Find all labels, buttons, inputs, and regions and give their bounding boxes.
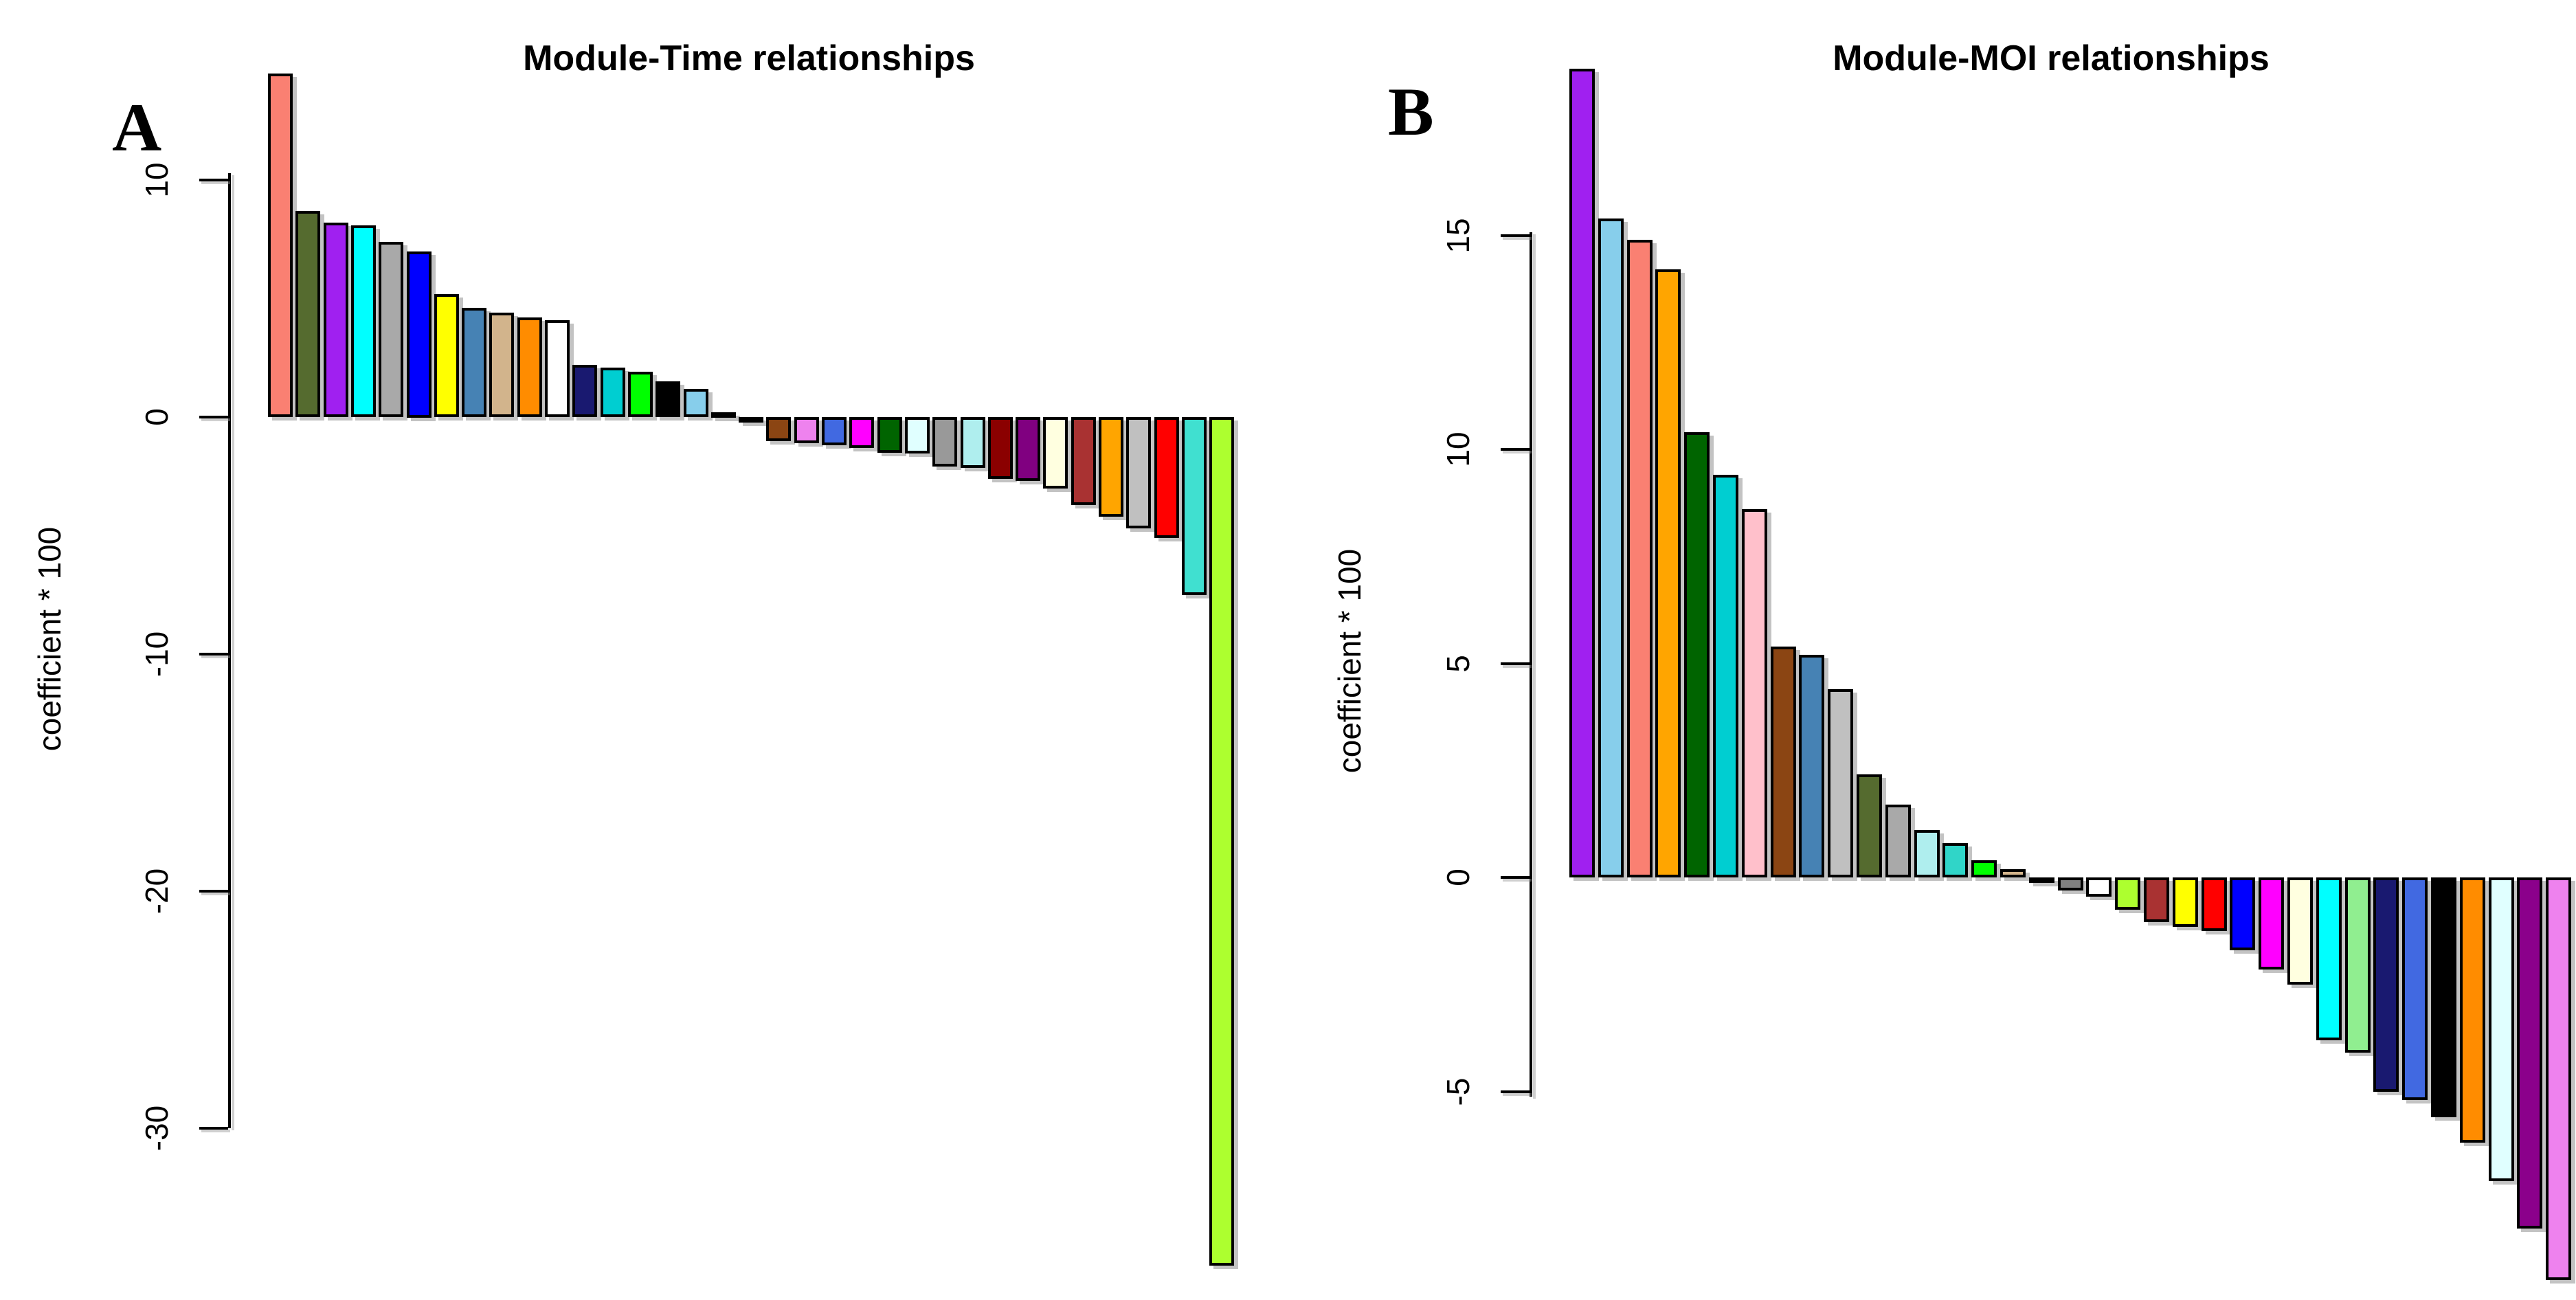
bar-lightyellow [2287, 877, 2313, 985]
bar-white [545, 320, 570, 417]
bar-darkgray [1885, 805, 1911, 877]
bar-lightgreen [739, 417, 763, 423]
bar-green [628, 372, 653, 417]
panel-b-letter: B [1388, 74, 1434, 150]
bar-magenta [2259, 877, 2284, 970]
y-axis-line [228, 173, 231, 1128]
bar-red [2202, 877, 2227, 931]
y-axis-tick [199, 179, 228, 181]
bar-purple [1016, 417, 1040, 481]
bar-green [1971, 860, 1997, 877]
y-axis-tick [199, 416, 228, 418]
bar-lightcyan [2489, 877, 2514, 1181]
y-axis-tick-label: 10 [1440, 432, 1476, 467]
y-axis-tick-label: 5 [1440, 654, 1476, 673]
bar-blue [2230, 877, 2255, 950]
bar-darkviolet [1569, 69, 1595, 877]
bar-royalblue [2402, 877, 2428, 1100]
bar-paleturquoise [961, 417, 985, 468]
y-axis-tick [199, 1127, 228, 1130]
bar-magenta [849, 417, 874, 448]
bar-gray20 [711, 412, 736, 418]
bar-cyan [2316, 877, 2342, 1040]
y-axis-tick [199, 890, 228, 893]
bar-orange [1099, 417, 1123, 517]
bar-darkolivegreen [295, 211, 320, 417]
bar-darkmagenta [2517, 877, 2542, 1229]
bar-salmon [1627, 240, 1653, 877]
bar-mediumturquoise [1942, 843, 1968, 877]
bar-cyan [351, 225, 376, 417]
y-axis-tick-label: 15 [1440, 217, 1476, 254]
bar-gray60 [932, 417, 957, 467]
bar-brown [2144, 877, 2169, 922]
bar-turquoise [1182, 417, 1207, 595]
bar-salmon [268, 74, 293, 417]
bar-tan [489, 313, 514, 417]
bar-orange [1655, 269, 1681, 877]
bar-violet [2546, 877, 2571, 1280]
bar-royalblue [822, 417, 847, 445]
panel-b-y-axis-label: coefficient * 100 [1332, 548, 1367, 774]
bar-midnightblue [572, 365, 597, 417]
bar-pink [1742, 509, 1767, 877]
bar-white [2086, 877, 2112, 897]
y-axis-line [1530, 232, 1532, 1097]
bar-darkolivegreen [1857, 774, 1882, 877]
y-axis-tick-label: 0 [1440, 868, 1476, 886]
bar-black [2029, 877, 2054, 883]
y-axis-tick [1501, 448, 1530, 451]
bar-steelblue [462, 308, 486, 417]
bar-yellow [434, 294, 459, 417]
y-axis-tick [1501, 876, 1530, 879]
bar-darkred [988, 417, 1013, 479]
bar-silver [1126, 417, 1151, 528]
bar-lightgreen [2345, 877, 2371, 1053]
bar-brown [1071, 417, 1096, 505]
panel-a-title: Module-Time relationships [523, 38, 975, 78]
panel-b-title: Module-MOI relationships [1833, 38, 2270, 78]
bar-darkorange [517, 317, 542, 417]
bar-saddlebrown [766, 417, 791, 441]
y-axis-tick [199, 653, 228, 655]
bar-darkgray [379, 242, 403, 417]
bar-darkturquoise [1713, 475, 1738, 877]
bar-black [656, 381, 680, 417]
bar-steelblue [1799, 655, 1824, 877]
y-axis-tick [1501, 1090, 1530, 1093]
bar-lightyellow [1043, 417, 1068, 489]
bar-darkgreen [877, 417, 902, 453]
bar-darkturquoise [601, 368, 625, 417]
bar-yellow [2173, 877, 2198, 927]
bar-darkorange [2460, 877, 2485, 1143]
bar-darkgreen [1684, 432, 1710, 877]
bar-darkviolet [324, 223, 348, 417]
bar-silver [1828, 689, 1853, 877]
bar-gray [2058, 877, 2083, 890]
bar-black2 [2431, 877, 2456, 1117]
bar-blue [407, 251, 432, 418]
bar-paleturquoise [1914, 830, 1940, 877]
y-axis-tick [1501, 234, 1530, 237]
bar-greenyellow [2115, 877, 2140, 910]
bar-violet [794, 417, 819, 443]
bar-greenyellow [1209, 417, 1234, 1266]
bar-lightcyan [905, 417, 930, 453]
bar-red [1154, 417, 1179, 538]
panel-a-letter: A [112, 89, 162, 166]
bar-skyblue [1598, 218, 1624, 877]
y-axis-tick-label: -5 [1440, 1077, 1476, 1106]
bar-saddlebrown [1771, 647, 1796, 877]
bar-midnightblue [2373, 877, 2399, 1092]
y-axis-tick [1501, 662, 1530, 665]
bar-skyblue [684, 389, 708, 417]
bar-tan [2000, 869, 2026, 877]
